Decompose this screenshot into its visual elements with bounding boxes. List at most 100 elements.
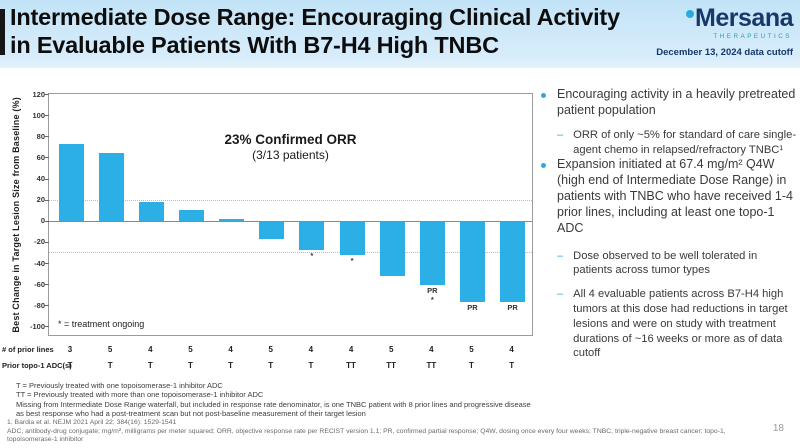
y-tick-mark [45,199,49,201]
y-tick-label: 80 [36,131,45,141]
data-cutoff-date: December 13, 2024 data cutoff [656,47,793,58]
waterfall-bar [178,210,204,221]
table-cell-prior-topo1: T [469,361,474,370]
y-tick-label: 40 [36,174,45,184]
table-cell-prior-lines: 4 [348,345,354,354]
footnote-missing-patient-note: Missing from Intermediate Dose Range wat… [16,399,531,419]
zero-baseline [49,220,532,222]
waterfall-bar [259,221,285,239]
sub-bullet-item: – Dose observed to be well tolerated in … [540,249,798,279]
waterfall-bar [219,218,245,221]
y-tick-mark [45,305,49,307]
table-cell-prior-topo1: T [67,361,73,370]
waterfall-bar [379,221,405,276]
footnote-references: 1. Bardia et al. NEJM 2021 April 22; 384… [7,419,739,443]
sub-bullet-dash-icon: – [557,249,564,262]
waterfall-bar [138,201,164,221]
waterfall-bar [58,143,84,221]
reference-line [49,199,532,201]
y-tick-label: -20 [34,237,45,247]
table-cell-prior-topo1: TT [386,361,397,370]
header-band [0,0,800,68]
bullet-dot-icon [541,163,546,169]
reference-line [49,252,532,254]
table-cell-prior-topo1: TT [346,361,356,370]
treatment-ongoing-legend: * = treatment ongoing [58,319,145,329]
table-cell-prior-lines: 5 [107,345,113,354]
sub-bullet-item: – ORR of only ~5% for standard of care s… [540,128,798,158]
bullet-item: Encouraging activity in a heavily pretre… [540,87,798,119]
table-cell-prior-lines: 5 [188,345,193,354]
bullet-dot-icon [541,93,546,98]
sub-bullet-text: All 4 evaluable patients across B7-H4 hi… [573,288,788,360]
table-cell-prior-lines: 5 [388,345,394,354]
table-cell-prior-topo1: T [147,361,153,370]
footnote-definitions: T = Previously treated with one topoisom… [16,381,538,419]
table-cell-prior-lines: 4 [148,345,153,354]
waterfall-bar [299,221,325,251]
table-cell-prior-lines: 4 [228,345,233,354]
mersana-logo-text: Mersana [695,4,793,32]
mersana-logo-tagline: THERAPEUTICS [713,33,792,40]
y-tick-mark [45,136,49,138]
page-number: 18 [772,423,784,434]
bullet-text: Expansion initiated at 67.4 mg/m² Q4W (h… [557,157,793,235]
page-title-line1: Intermediate Dose Range: Encouraging Cli… [10,4,620,30]
chart-annotation: 23% Confirmed ORR (3/13 patients) [49,132,532,162]
waterfall-bar [339,221,365,255]
footnote-abbreviations: ADC, antibody-drug conjugate; mg/m², mil… [7,427,726,443]
waterfall-chart: 23% Confirmed ORR (3/13 patients) * = tr… [30,90,533,336]
y-tick-mark [45,326,49,328]
waterfall-bar [460,221,485,303]
y-tick-mark [45,115,49,117]
page-title: Intermediate Dose Range: Encouraging Cli… [10,4,665,59]
bullet-item: Expansion initiated at 67.4 mg/m² Q4W (h… [540,157,798,236]
y-tick-label: 20 [36,195,45,205]
bar-annotation: PR [507,303,518,313]
y-tick-label: -100 [29,321,45,331]
table-cell-prior-topo1: TT [426,361,437,370]
y-tick-label: 100 [32,110,45,120]
y-tick-label: 60 [36,152,45,162]
waterfall-bar [500,221,526,303]
table-cell-prior-lines: 5 [469,345,474,354]
mersana-logo: Mersana THERAPEUTICS December 13, 2024 d… [656,4,793,59]
orr-annotation-subtitle: (3/13 patients) [252,148,329,162]
page-title-line2: in Evaluable Patients With B7-H4 High TN… [10,31,499,58]
y-tick-label: -60 [34,279,45,289]
sub-bullet-dash-icon: – [557,288,564,301]
bullet-text: Encouraging activity in a heavily pretre… [557,87,796,117]
table-cell-prior-topo1: T [509,361,515,370]
table-cell-prior-topo1: T [107,361,113,370]
waterfall-bar [419,221,445,286]
bar-annotation: * [310,251,314,261]
sub-bullet-text: ORR of only ~5% for standard of care sin… [573,128,797,156]
waterfall-bar [98,153,124,221]
left-edge-stripe [0,9,5,55]
table-cell-prior-lines: 5 [268,345,273,354]
table-cell-prior-topo1: T [268,361,274,370]
right-bullet-panel: Encouraging activity in a heavily pretre… [540,87,798,361]
footnote-t-definition: T = Previously treated with one topoisom… [16,381,223,390]
footnote-tt-definition: TT = Previously treated with more than o… [16,390,264,400]
y-tick-label: 0 [40,216,45,226]
y-tick-mark [45,157,49,159]
y-tick-mark [45,94,49,95]
bar-annotation: PR [467,303,478,313]
table-cell-prior-lines: 4 [308,345,314,354]
table-cell-prior-topo1: T [308,361,314,370]
table-cell-prior-lines: 4 [509,345,514,354]
table-cell-prior-lines: 4 [429,345,434,354]
sub-bullet-text: Dose observed to be well tolerated in pa… [573,249,758,277]
sub-bullet-item: – All 4 evaluable patients across B7-H4 … [540,287,798,361]
sub-bullet-dash-icon: – [557,128,564,141]
mersana-logo-dot-icon [686,10,695,18]
bar-annotation: * [350,255,354,265]
table-row-header-prior-lines: # of prior lines [2,345,54,354]
y-tick-mark [45,220,49,222]
y-tick-label: 120 [32,89,45,99]
y-tick-label: -40 [34,258,45,268]
y-tick-mark [45,241,49,243]
y-tick-mark [45,178,49,180]
footnote-citation: 1. Bardia et al. NEJM 2021 April 22; 384… [7,419,177,426]
